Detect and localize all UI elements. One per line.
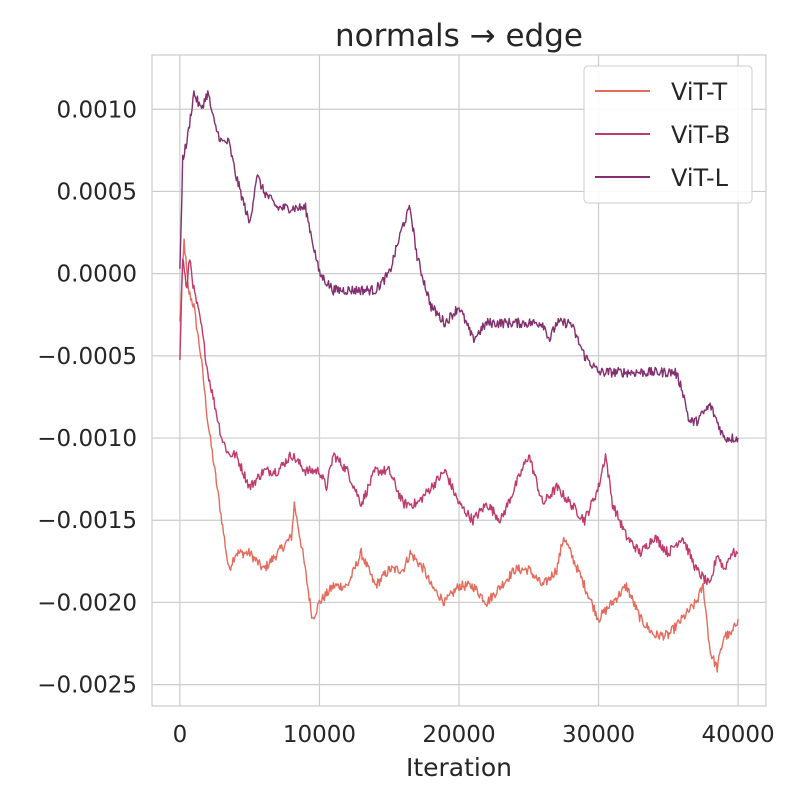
legend-box <box>583 65 753 204</box>
x-tick-label: 40000 <box>702 722 775 748</box>
legend: ViT-T ViT-B ViT-L <box>583 65 753 204</box>
x-tick-label: 30000 <box>562 722 635 748</box>
series-line-vit-t <box>179 238 739 673</box>
series-layer <box>179 90 739 673</box>
y-tick-label: 0.0010 <box>57 97 137 123</box>
chart-title: normals → edge <box>335 18 583 54</box>
series-line-vit-l <box>179 90 739 443</box>
series-line-vit-b <box>179 258 739 586</box>
x-tick-label: 10000 <box>283 722 356 748</box>
legend-label: ViT-T <box>671 78 727 106</box>
y-tick-label: −0.0015 <box>37 508 137 534</box>
y-tick-label: −0.0020 <box>37 590 137 616</box>
grid <box>152 55 766 706</box>
y-tick-label: −0.0005 <box>37 344 137 370</box>
x-tick-label: 20000 <box>422 722 495 748</box>
x-tick-label: 0 <box>173 722 188 748</box>
y-tick-label: −0.0010 <box>37 426 137 452</box>
y-tick-label: 0.0005 <box>57 179 137 205</box>
plot-frame <box>151 54 767 707</box>
y-tick-label: −0.0025 <box>37 673 137 699</box>
tick-labels: 0 10000 20000 30000 40000 0.0010 0.0005 0.0000 −… <box>37 97 774 748</box>
legend-label: ViT-L <box>671 164 729 192</box>
legend-label: ViT-B <box>671 121 730 149</box>
x-axis-label: Iteration <box>406 753 512 782</box>
y-tick-label: 0.0000 <box>57 262 137 288</box>
